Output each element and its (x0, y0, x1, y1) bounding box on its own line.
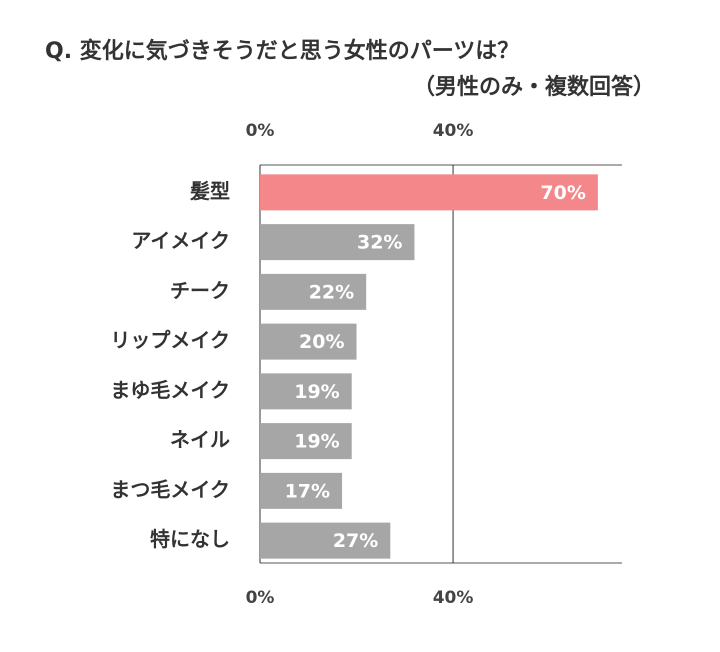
category-label: 髪型 (189, 179, 230, 203)
bar (260, 522, 391, 559)
value-label: 27% (333, 530, 378, 552)
value-label: 70% (540, 182, 585, 204)
bar (260, 273, 367, 310)
x-tick-label: 0% (246, 121, 275, 141)
category-label: まゆ毛メイク (110, 378, 230, 402)
category-label: まつ毛メイク (110, 477, 230, 501)
bar (260, 373, 352, 410)
chart-subtitle: （男性のみ・複数回答） (413, 74, 655, 100)
category-label: チーク (170, 278, 230, 302)
x-tick-label: 40% (433, 588, 474, 608)
bar (260, 174, 598, 211)
category-label: 特になし (150, 527, 230, 551)
value-label: 32% (357, 232, 402, 254)
value-label: 22% (309, 281, 354, 303)
value-label: 19% (294, 381, 339, 403)
bar (260, 224, 415, 261)
value-label: 20% (299, 331, 344, 353)
x-tick-label: 0% (246, 588, 275, 608)
category-label: アイメイク (131, 229, 230, 253)
value-label: 17% (285, 480, 330, 502)
x-tick-label: 40% (433, 121, 474, 141)
category-label: リップメイク (110, 328, 230, 352)
bar (260, 423, 352, 460)
chart-title: Q. 変化に気づきそうだと思う女性のパーツは？ (45, 38, 519, 64)
value-label: 19% (294, 431, 339, 453)
bar (260, 323, 357, 360)
category-label: ネイル (170, 428, 230, 452)
bar (260, 472, 343, 509)
